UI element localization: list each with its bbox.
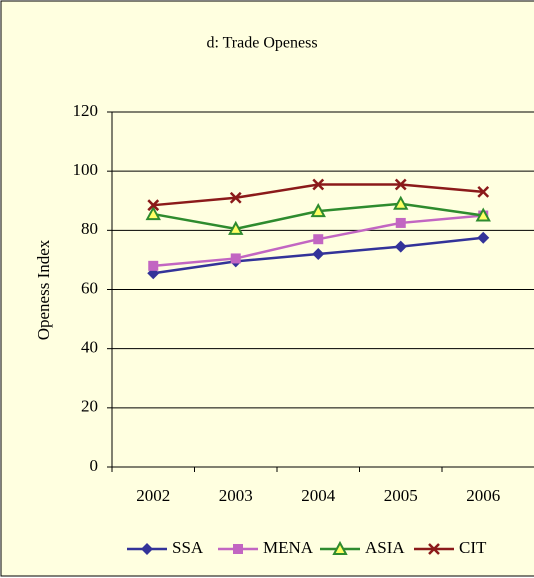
marker [313,234,324,245]
marker [228,220,244,235]
marker [229,191,242,204]
y-tick-label: 100 [73,160,99,179]
marker [148,260,159,271]
x-tick-label: 2006 [466,486,500,505]
marker [147,199,160,212]
x-tick-label: 2005 [384,486,418,505]
marker [145,205,161,221]
marker [393,195,409,210]
marker-x [147,199,160,212]
marker [394,178,407,191]
legend-label: SSA [172,538,204,557]
marker [428,543,440,555]
marker-x [312,178,325,191]
x-tick-label: 2002 [136,486,170,505]
marker [475,207,491,222]
marker [395,217,406,228]
marker [312,178,325,191]
y-tick-label: 40 [81,338,98,357]
x-tick-label: 2003 [219,486,253,505]
marker [310,203,326,218]
y-tick-label: 120 [73,101,99,120]
legend-label: MENA [263,538,314,557]
marker [141,543,153,555]
marker [230,253,241,264]
chart-title: d: Trade Openess [206,35,317,52]
y-tick-label: 0 [90,456,99,475]
marker [332,540,348,555]
marker-x [229,191,242,204]
y-tick-label: 80 [81,219,98,238]
legend-label: ASIA [365,538,405,557]
y-tick-label: 20 [81,397,98,416]
legend-label: CIT [459,538,487,557]
marker-x [428,543,440,555]
marker [394,240,407,253]
marker [312,248,325,260]
y-tick-label: 60 [81,278,98,297]
marker [477,231,490,244]
marker [233,544,243,554]
x-tick-label: 2004 [301,486,336,505]
marker-x [394,178,407,191]
marker [477,185,490,198]
y-axis-label: Openess Index [34,239,53,340]
marker-x [477,185,490,198]
